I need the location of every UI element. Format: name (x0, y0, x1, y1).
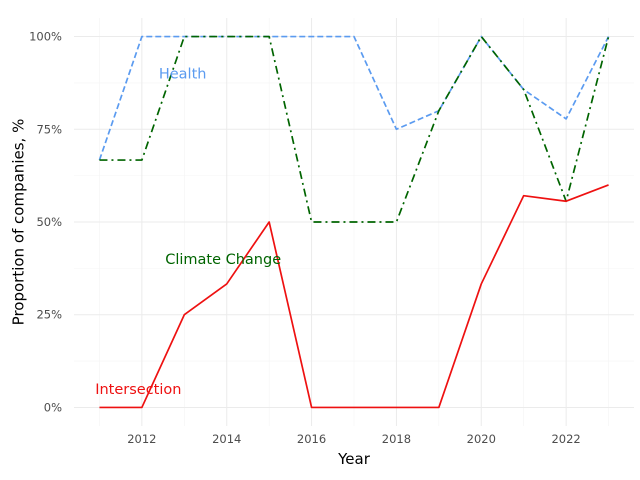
x-tick-label: 2016 (297, 432, 326, 446)
x-tick-label: 2018 (382, 432, 411, 446)
x-tick-label: 2020 (467, 432, 496, 446)
x-axis-title: Year (337, 450, 371, 468)
y-tick-label: 100% (29, 30, 62, 44)
series-line-climate-change (99, 35, 610, 223)
y-tick-label: 0% (44, 400, 62, 414)
series-line-intersection (99, 184, 609, 409)
series-lines (98, 35, 610, 409)
series-label-climate-change: Climate Change (165, 252, 281, 268)
x-tick-label: 2022 (551, 432, 580, 446)
y-axis-title: Proportion of companies, % (9, 119, 27, 326)
x-tick-label: 2012 (127, 432, 156, 446)
series-label-intersection: Intersection (95, 382, 181, 398)
y-tick-label: 50% (36, 215, 62, 229)
x-axis-tick-labels: 2012 2014 2016 2018 2020 2022 (127, 432, 581, 446)
series-labels: Health Climate Change Intersection (95, 67, 281, 398)
x-tick-label: 2014 (212, 432, 241, 446)
y-tick-label: 75% (36, 122, 62, 136)
series-label-health: Health (159, 67, 207, 83)
y-axis-tick-labels: 0% 25% 50% 75% 100% (29, 30, 62, 415)
y-tick-label: 25% (36, 308, 62, 322)
